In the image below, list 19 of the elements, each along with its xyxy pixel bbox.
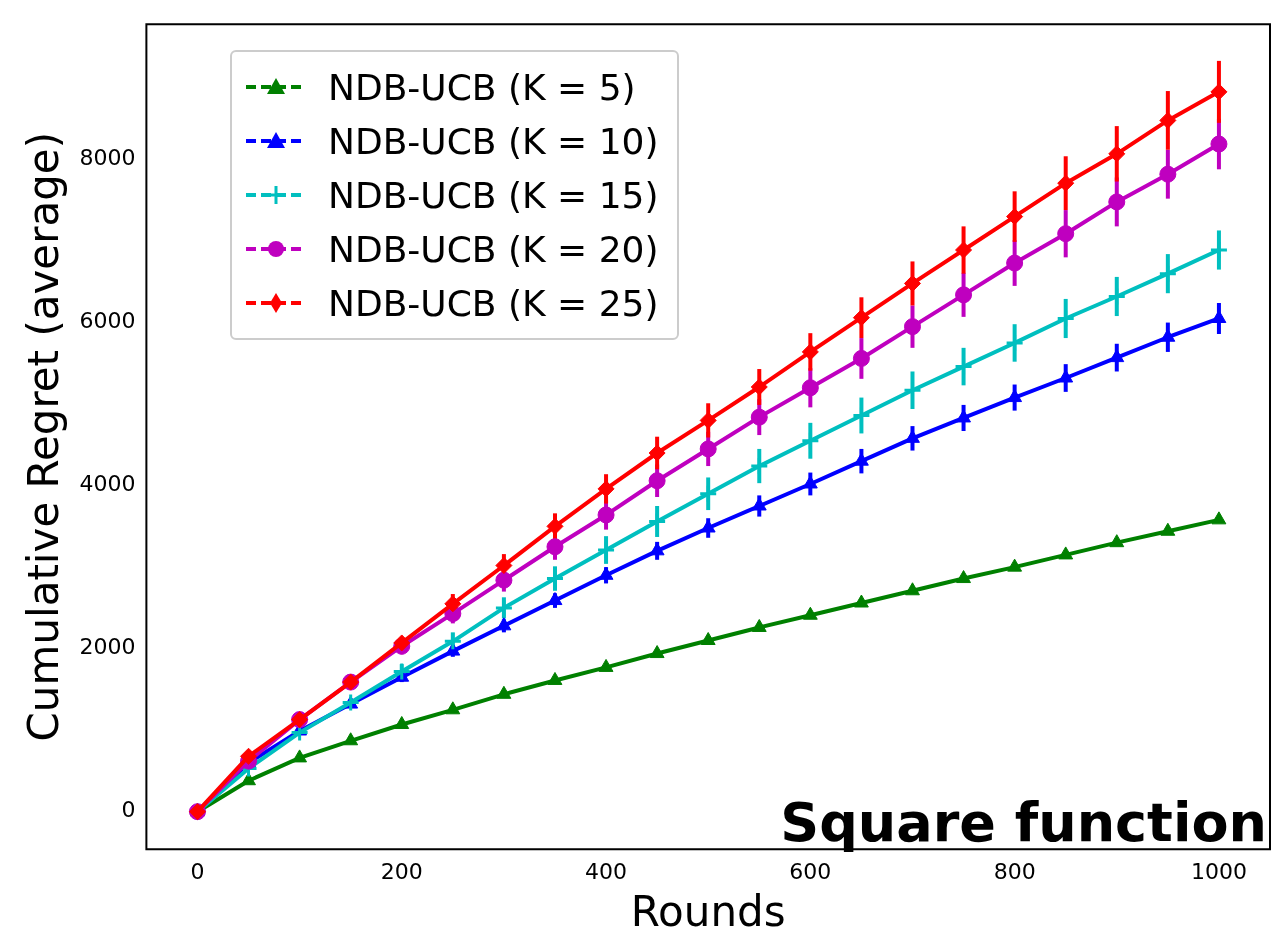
legend-label: NDB-UCB (K = 20)	[328, 228, 659, 270]
y-tick-label: 8000	[79, 145, 136, 171]
x-tick-label: 1000	[1190, 859, 1247, 885]
x-tick-label: 800	[993, 859, 1036, 885]
y-tick-label: 6000	[79, 308, 136, 334]
y-tick-label: 2000	[79, 634, 136, 660]
y-axis-title: Cumulative Regret (average)	[19, 131, 69, 742]
legend-label: NDB-UCB (K = 5)	[328, 66, 636, 108]
x-axis-title: Rounds	[630, 886, 786, 936]
x-tick-label: 400	[585, 859, 628, 885]
legend-label: NDB-UCB (K = 25)	[328, 282, 659, 324]
y-tick-label: 4000	[79, 471, 136, 497]
x-tick-label: 0	[190, 859, 205, 885]
legend-label: NDB-UCB (K = 10)	[328, 120, 659, 162]
annotation: Square function	[780, 791, 1267, 854]
x-tick-label: 600	[789, 859, 832, 885]
x-tick-label: 200	[380, 859, 423, 885]
legend-label: NDB-UCB (K = 15)	[328, 174, 659, 216]
y-tick-label: 0	[121, 797, 136, 823]
